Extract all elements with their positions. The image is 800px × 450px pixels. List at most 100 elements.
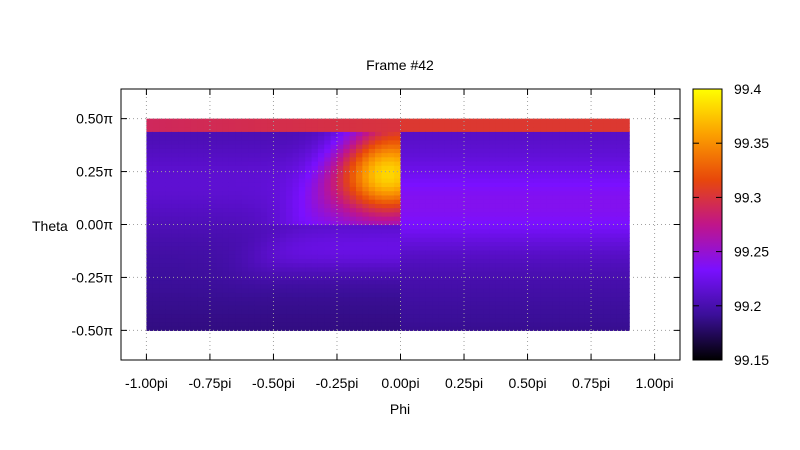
heatmap-cell: [152, 152, 160, 158]
heatmap-cell: [203, 139, 211, 145]
heatmap-cell: [375, 228, 383, 234]
heatmap-cell: [464, 279, 471, 285]
heatmap-cell: [552, 144, 560, 149]
heatmap-cell: [394, 224, 402, 230]
heatmap-cell: [597, 216, 605, 221]
heatmap-cell: [165, 275, 173, 281]
heatmap-cell: [546, 220, 554, 226]
heatmap-cell: [413, 292, 421, 298]
heatmap-cell: [260, 254, 268, 259]
heatmap-cell: [349, 300, 357, 306]
heatmap-cell: [305, 152, 313, 158]
heatmap-cell: [152, 182, 160, 187]
heatmap-cell: [597, 326, 605, 331]
heatmap-cell: [146, 309, 154, 315]
heatmap-cell: [286, 135, 294, 141]
heatmap-cell: [540, 173, 548, 179]
heatmap-cell: [597, 266, 605, 272]
heatmap-cell: [159, 292, 167, 298]
heatmap-cell: [591, 296, 599, 302]
heatmap-cell: [622, 296, 630, 302]
heatmap-cell: [209, 190, 217, 196]
heatmap-cell: [273, 309, 281, 315]
heatmap-cell: [527, 127, 535, 132]
heatmap-cell: [394, 122, 402, 128]
heatmap-cell: [622, 283, 630, 289]
heatmap-cell: [165, 127, 173, 132]
heatmap-cell: [464, 211, 471, 217]
heatmap-cell: [495, 292, 503, 298]
heatmap-cell: [209, 118, 217, 124]
heatmap-cell: [425, 304, 433, 310]
heatmap-cell: [368, 160, 376, 166]
heatmap-cell: [559, 211, 567, 217]
heatmap-cell: [273, 313, 281, 319]
heatmap-cell: [483, 165, 491, 171]
heatmap-cell: [444, 258, 452, 264]
heatmap-cell: [375, 160, 383, 166]
heatmap-cell: [228, 237, 236, 243]
heatmap-cell: [343, 220, 351, 226]
heatmap-cell: [502, 271, 510, 276]
heatmap-cell: [552, 194, 560, 200]
heatmap-cell: [502, 321, 510, 327]
heatmap-cell: [381, 296, 389, 302]
heatmap-cell: [146, 186, 154, 192]
heatmap-cell: [165, 220, 173, 226]
heatmap-cell: [521, 279, 529, 285]
heatmap-cell: [597, 165, 605, 171]
heatmap-cell: [254, 326, 262, 331]
heatmap-cell: [572, 300, 579, 306]
heatmap-cell: [565, 118, 573, 124]
heatmap-cell: [362, 207, 370, 213]
heatmap-cell: [438, 279, 446, 285]
heatmap-cell: [565, 249, 573, 255]
y-tick-label: 0.25π: [76, 164, 113, 180]
heatmap-cell: [444, 232, 452, 238]
heatmap-cell: [552, 292, 560, 298]
heatmap-cell: [178, 186, 186, 192]
heatmap-cell: [406, 296, 414, 302]
heatmap-cell: [444, 321, 452, 327]
heatmap-cell: [235, 173, 243, 179]
heatmap-cell: [178, 317, 186, 323]
heatmap-cell: [622, 186, 630, 192]
heatmap-cell: [184, 152, 192, 158]
heatmap-cell: [248, 220, 255, 226]
heatmap-cell: [508, 321, 516, 327]
heatmap-cell: [502, 135, 510, 141]
heatmap-cell: [273, 296, 281, 302]
heatmap-cell: [603, 194, 611, 200]
heatmap-cell: [400, 275, 408, 281]
heatmap-cell: [502, 165, 510, 171]
heatmap-cell: [368, 317, 376, 323]
heatmap-cell: [248, 186, 255, 192]
heatmap-cell: [273, 258, 281, 264]
heatmap-cell: [584, 317, 592, 323]
heatmap-cell: [483, 237, 491, 243]
heatmap-cell: [559, 165, 567, 171]
heatmap-cell: [356, 275, 363, 281]
heatmap-cell: [546, 118, 554, 124]
heatmap-cell: [622, 182, 630, 187]
heatmap-cell: [394, 232, 402, 238]
heatmap-cell: [444, 292, 452, 298]
heatmap-cell: [178, 228, 186, 234]
heatmap-cell: [343, 194, 351, 200]
heatmap-cell: [203, 207, 211, 213]
heatmap-cell: [387, 165, 395, 171]
heatmap-cell: [578, 283, 586, 289]
heatmap-cell: [584, 228, 592, 234]
heatmap-cell: [267, 249, 275, 255]
heatmap-cell: [597, 169, 605, 175]
heatmap-cell: [540, 224, 548, 230]
heatmap-cell: [514, 152, 522, 158]
heatmap-cell: [146, 207, 154, 213]
heatmap-cell: [216, 258, 224, 264]
heatmap-cell: [597, 254, 605, 259]
heatmap-cell: [540, 232, 548, 238]
heatmap-cell: [591, 173, 599, 179]
heatmap-cell: [241, 139, 249, 145]
heatmap-cell: [248, 296, 255, 302]
heatmap-cell: [622, 216, 630, 221]
